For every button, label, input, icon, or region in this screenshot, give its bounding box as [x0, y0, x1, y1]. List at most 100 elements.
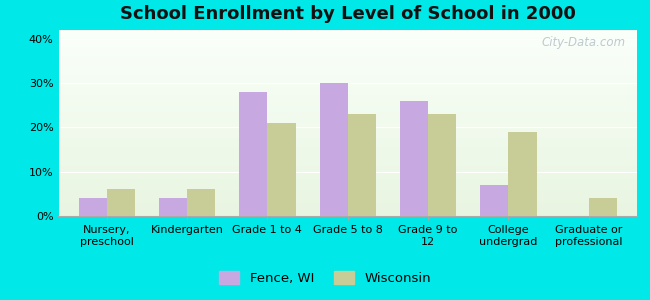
Bar [58, 56, 637, 58]
Bar [58, 47, 637, 49]
Bar [400, 101, 428, 216]
Bar [58, 162, 637, 164]
Bar [58, 99, 637, 101]
Bar [58, 177, 637, 179]
Bar [58, 153, 637, 154]
Bar [58, 88, 637, 89]
Bar [58, 112, 637, 114]
Bar [589, 198, 617, 216]
Bar [58, 93, 637, 95]
Bar [58, 164, 637, 166]
Bar [58, 132, 637, 134]
Bar [58, 154, 637, 157]
Bar [58, 151, 637, 153]
Bar [58, 125, 637, 127]
Bar [58, 82, 637, 84]
Bar [58, 129, 637, 130]
Bar [58, 75, 637, 76]
Bar [58, 145, 637, 147]
Bar [58, 197, 637, 199]
Bar [58, 212, 637, 214]
Bar [508, 132, 536, 216]
Bar [58, 60, 637, 61]
Text: City-Data.com: City-Data.com [541, 36, 625, 49]
Bar [58, 166, 637, 168]
Bar [58, 158, 637, 160]
Bar [267, 123, 296, 216]
Bar [58, 58, 637, 60]
Bar [58, 181, 637, 182]
Bar [58, 130, 637, 132]
Bar [58, 39, 637, 41]
Bar [58, 134, 637, 136]
Bar [58, 182, 637, 184]
Bar [58, 76, 637, 78]
Bar [428, 114, 456, 216]
Bar [58, 117, 637, 119]
Bar [58, 142, 637, 143]
Bar [58, 205, 637, 207]
Bar [58, 203, 637, 205]
Bar [480, 185, 508, 216]
Bar [58, 175, 637, 177]
Bar [58, 121, 637, 123]
Bar [159, 198, 187, 216]
Bar [58, 45, 637, 47]
Bar [58, 104, 637, 106]
Bar [58, 61, 637, 64]
Bar [58, 123, 637, 125]
Bar [58, 194, 637, 196]
Bar [58, 64, 637, 65]
Bar [58, 168, 637, 169]
Bar [58, 43, 637, 45]
Bar [58, 80, 637, 82]
Bar [58, 38, 637, 39]
Bar [58, 173, 637, 175]
Bar [107, 189, 135, 216]
Bar [58, 49, 637, 50]
Bar [58, 207, 637, 208]
Bar [58, 110, 637, 112]
Bar [58, 147, 637, 149]
Bar [58, 196, 637, 197]
Bar [58, 140, 637, 142]
Bar [239, 92, 267, 216]
Bar [58, 160, 637, 162]
Bar [58, 30, 637, 32]
Bar [58, 114, 637, 116]
Bar [58, 214, 637, 216]
Bar [58, 127, 637, 129]
Bar [58, 95, 637, 97]
Bar [58, 65, 637, 67]
Bar [58, 84, 637, 86]
Bar [58, 52, 637, 54]
Bar [58, 92, 637, 93]
Bar [58, 69, 637, 71]
Bar [58, 108, 637, 110]
Bar [58, 186, 637, 188]
Bar [348, 114, 376, 216]
Bar [58, 73, 637, 75]
Bar [58, 103, 637, 104]
Bar [58, 78, 637, 80]
Bar [58, 97, 637, 99]
Bar [58, 136, 637, 138]
Bar [58, 201, 637, 203]
Bar [58, 67, 637, 69]
Bar [58, 54, 637, 56]
Bar [58, 179, 637, 181]
Bar [79, 198, 107, 216]
Bar [58, 101, 637, 103]
Bar [58, 210, 637, 212]
Bar [58, 171, 637, 173]
Bar [58, 116, 637, 117]
Bar [187, 189, 215, 216]
Bar [58, 208, 637, 210]
Bar [58, 50, 637, 52]
Bar [58, 192, 637, 194]
Bar [58, 149, 637, 151]
Bar [58, 188, 637, 190]
Bar [58, 169, 637, 171]
Bar [58, 138, 637, 140]
Legend: Fence, WI, Wisconsin: Fence, WI, Wisconsin [214, 266, 436, 290]
